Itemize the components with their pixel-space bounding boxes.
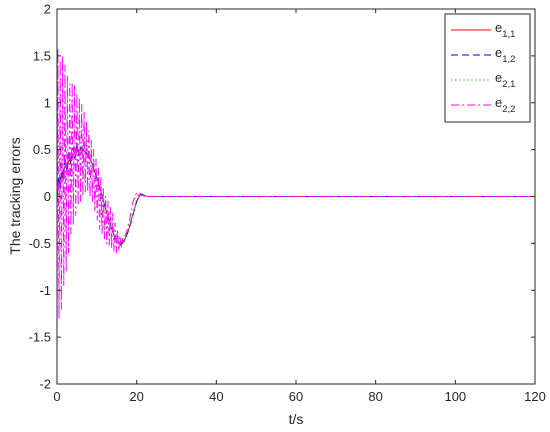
x-axis-ticks: 0 20 40 60 80 100 120 <box>53 9 546 404</box>
x-tick-label: 40 <box>209 389 223 404</box>
y-tick-label: 2 <box>44 2 51 17</box>
y-axis-ticks: -2 -1.5 -1 -0.5 0 0.5 1 1.5 2 <box>29 2 535 392</box>
x-tick-label: 20 <box>129 389 143 404</box>
legend-label-subscript: 2,2 <box>502 104 515 115</box>
legend-label-subscript: 2,1 <box>502 79 515 90</box>
legend-label-subscript: 1,2 <box>502 54 515 65</box>
legend-label-subscript: 1,1 <box>502 29 515 40</box>
x-tick-label: 100 <box>444 389 466 404</box>
series-line-3 <box>57 148 535 245</box>
x-axis-label: t/s <box>289 411 304 427</box>
y-tick-label: -1 <box>39 283 51 298</box>
y-tick-label: 0.5 <box>33 142 51 157</box>
legend-label-main: e <box>495 95 502 110</box>
x-tick-label: 60 <box>289 389 303 404</box>
y-axis-label: The tracking errors <box>7 137 23 254</box>
y-tick-label: -0.5 <box>29 236 51 251</box>
y-tick-label: -1.5 <box>29 330 51 345</box>
legend-box <box>444 13 531 123</box>
x-tick-label: 120 <box>524 389 546 404</box>
y-tick-label: 1 <box>44 95 51 110</box>
y-tick-label: 0 <box>44 189 51 204</box>
series-layer <box>57 47 535 347</box>
x-tick-label: 0 <box>53 389 60 404</box>
legend-label-3: e2,1 <box>495 70 515 90</box>
legend-label-main: e <box>495 45 502 60</box>
legend-label-1: e1,1 <box>495 20 515 40</box>
legend-label-2: e1,2 <box>495 45 515 65</box>
legend-label-main: e <box>495 70 502 85</box>
series-line-4 <box>57 47 535 347</box>
y-tick-label: -2 <box>39 377 51 392</box>
legend-label-main: e <box>495 20 502 35</box>
legend: e1,1e1,2e2,1e2,2 <box>444 13 531 123</box>
legend-label-4: e2,2 <box>495 95 515 115</box>
x-tick-label: 80 <box>368 389 382 404</box>
y-tick-label: 1.5 <box>33 48 51 63</box>
